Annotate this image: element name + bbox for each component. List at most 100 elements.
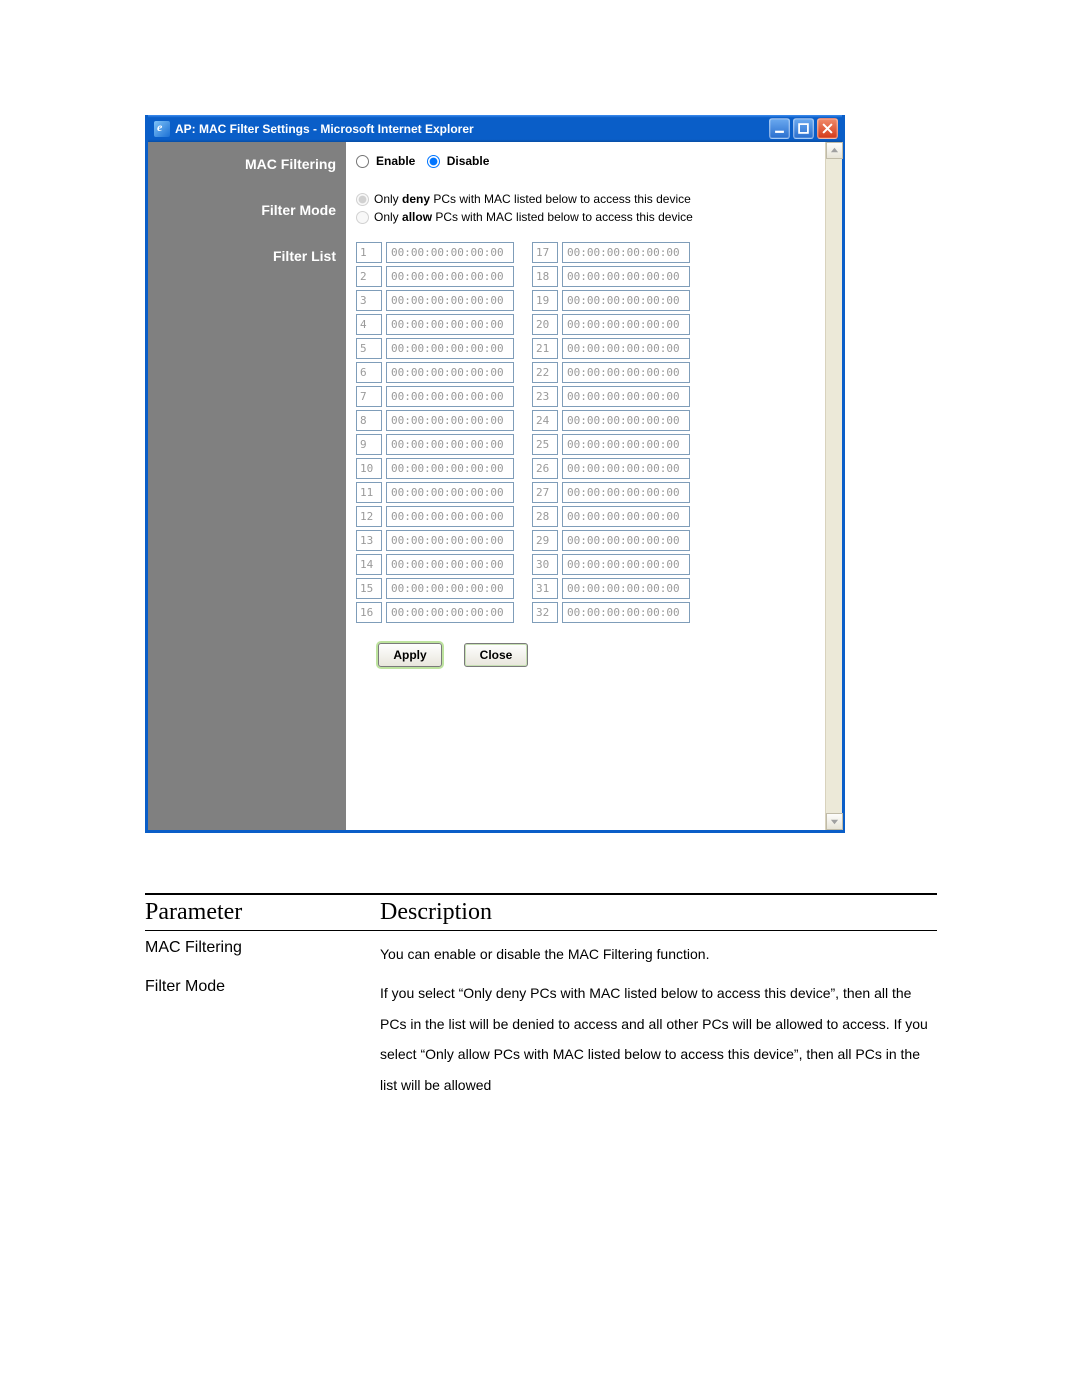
allow-radio[interactable] (356, 211, 369, 224)
filter-mac-input[interactable] (386, 578, 514, 599)
filter-mac-input[interactable] (562, 338, 690, 359)
sidebar-label-mac-filtering: MAC Filtering (148, 156, 346, 172)
filter-mac-input[interactable] (386, 266, 514, 287)
filter-mac-input[interactable] (562, 386, 690, 407)
filter-item (532, 506, 690, 527)
filter-mac-input[interactable] (386, 602, 514, 623)
filter-mac-input[interactable] (562, 458, 690, 479)
filter-mac-input[interactable] (562, 602, 690, 623)
filter-index-input[interactable] (356, 530, 382, 551)
filter-item (532, 290, 690, 311)
minimize-button[interactable] (769, 118, 790, 139)
filter-index-input[interactable] (532, 530, 558, 551)
filter-index-input[interactable] (532, 482, 558, 503)
table-row: MAC FilteringYou can enable or disable t… (145, 931, 937, 970)
filter-index-input[interactable] (532, 410, 558, 431)
filter-index-input[interactable] (532, 458, 558, 479)
filter-mac-input[interactable] (386, 554, 514, 575)
filter-mac-input[interactable] (386, 338, 514, 359)
filter-mac-input[interactable] (562, 290, 690, 311)
vertical-scrollbar[interactable] (825, 142, 842, 830)
filter-mac-input[interactable] (386, 482, 514, 503)
filter-mac-input[interactable] (562, 530, 690, 551)
filter-item (532, 578, 690, 599)
filter-item (356, 410, 514, 431)
filter-index-input[interactable] (356, 242, 382, 263)
filter-index-input[interactable] (356, 602, 382, 623)
window-titlebar[interactable]: AP: MAC Filter Settings - Microsoft Inte… (148, 115, 842, 142)
filter-mac-input[interactable] (562, 434, 690, 455)
sidebar-label-filter-mode: Filter Mode (148, 202, 346, 218)
close-button[interactable] (817, 118, 838, 139)
filter-mac-input[interactable] (386, 434, 514, 455)
filter-mac-input[interactable] (386, 242, 514, 263)
maximize-button[interactable] (793, 118, 814, 139)
filter-item (356, 314, 514, 335)
filter-index-input[interactable] (356, 290, 382, 311)
filter-mac-input[interactable] (386, 506, 514, 527)
filter-index-input[interactable] (532, 578, 558, 599)
filter-mac-input[interactable] (562, 578, 690, 599)
filter-mac-input[interactable] (386, 386, 514, 407)
apply-button[interactable]: Apply (378, 643, 442, 667)
filter-index-input[interactable] (356, 266, 382, 287)
filter-mac-input[interactable] (562, 266, 690, 287)
main-panel: Enable Disable Only deny PCs with MAC li… (346, 142, 842, 830)
header-description: Description (380, 894, 937, 931)
filter-index-input[interactable] (532, 242, 558, 263)
filter-item (532, 458, 690, 479)
filter-index-input[interactable] (532, 506, 558, 527)
filter-mac-input[interactable] (562, 362, 690, 383)
filter-mac-input[interactable] (562, 506, 690, 527)
filter-mac-input[interactable] (386, 458, 514, 479)
enable-radio[interactable] (356, 155, 369, 168)
filter-item (356, 602, 514, 623)
sidebar-label-filter-list: Filter List (148, 248, 346, 264)
filter-index-input[interactable] (356, 506, 382, 527)
filter-mac-input[interactable] (386, 314, 514, 335)
filter-item (356, 266, 514, 287)
ie-icon (154, 121, 170, 137)
filter-mac-input[interactable] (562, 482, 690, 503)
allow-option-text: Only allow PCs with MAC listed below to … (374, 210, 693, 224)
scroll-down-icon[interactable] (826, 813, 843, 830)
param-cell: MAC Filtering (145, 931, 380, 970)
filter-index-input[interactable] (356, 362, 382, 383)
filter-index-input[interactable] (356, 386, 382, 407)
filter-item (356, 434, 514, 455)
filter-index-input[interactable] (532, 290, 558, 311)
param-cell: Filter Mode (145, 970, 380, 1101)
filter-item (532, 386, 690, 407)
close-button-form[interactable]: Close (464, 643, 528, 667)
filter-index-input[interactable] (532, 314, 558, 335)
filter-mac-input[interactable] (386, 410, 514, 431)
filter-index-input[interactable] (356, 554, 382, 575)
filter-mac-input[interactable] (562, 410, 690, 431)
filter-index-input[interactable] (532, 266, 558, 287)
filter-mac-input[interactable] (386, 362, 514, 383)
filter-index-input[interactable] (532, 554, 558, 575)
disable-radio[interactable] (427, 155, 440, 168)
filter-index-input[interactable] (356, 434, 382, 455)
deny-radio[interactable] (356, 193, 369, 206)
filter-index-input[interactable] (532, 434, 558, 455)
filter-item (532, 314, 690, 335)
scroll-up-icon[interactable] (826, 142, 843, 159)
filter-mac-input[interactable] (562, 242, 690, 263)
filter-mac-input[interactable] (386, 290, 514, 311)
filter-index-input[interactable] (356, 314, 382, 335)
filter-mac-input[interactable] (562, 554, 690, 575)
filter-index-input[interactable] (532, 338, 558, 359)
filter-mac-input[interactable] (562, 314, 690, 335)
filter-index-input[interactable] (356, 338, 382, 359)
filter-index-input[interactable] (532, 362, 558, 383)
filter-index-input[interactable] (356, 578, 382, 599)
filter-index-input[interactable] (356, 458, 382, 479)
filter-mac-input[interactable] (386, 530, 514, 551)
filter-index-input[interactable] (356, 482, 382, 503)
filter-item (356, 386, 514, 407)
filter-item (356, 578, 514, 599)
filter-index-input[interactable] (532, 602, 558, 623)
filter-index-input[interactable] (356, 410, 382, 431)
filter-index-input[interactable] (532, 386, 558, 407)
